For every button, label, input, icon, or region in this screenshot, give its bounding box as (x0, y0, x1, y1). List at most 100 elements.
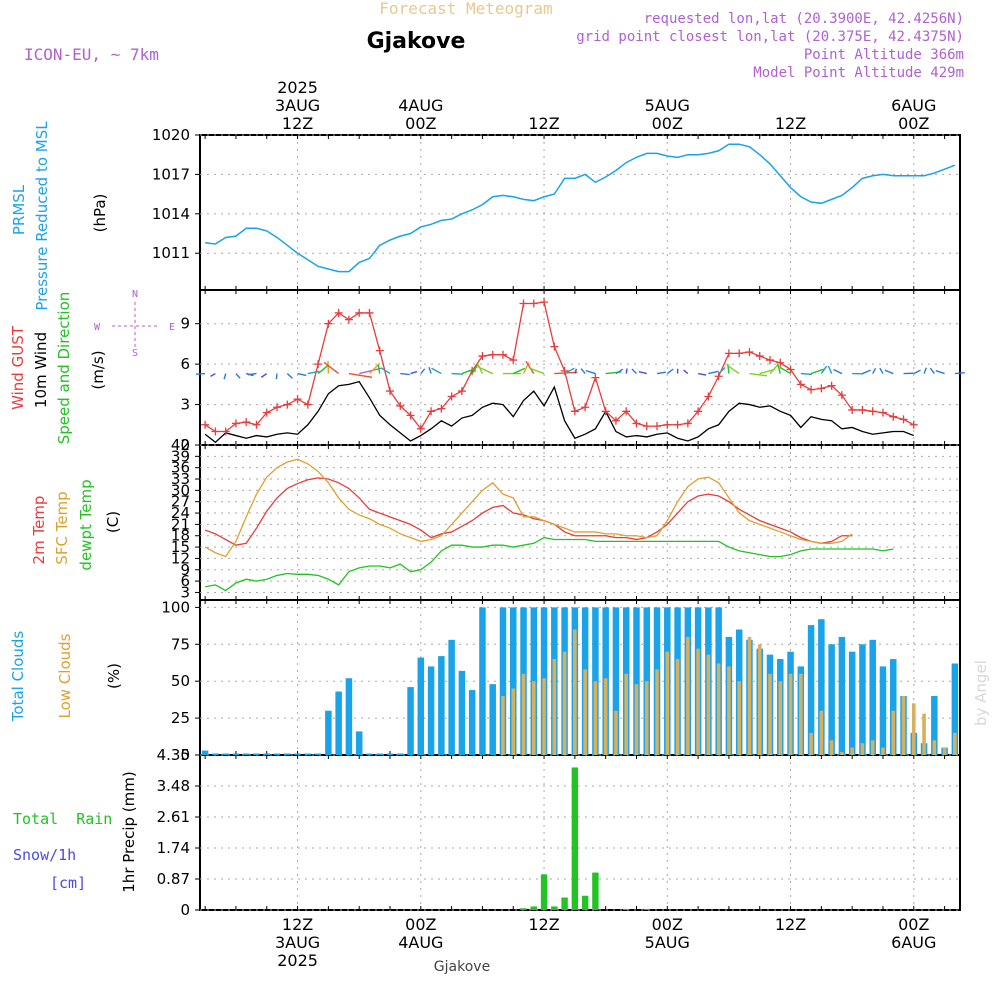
gust-marker (570, 407, 579, 416)
wind-direction-arrow (625, 368, 628, 374)
wind-unit: (m/s) (89, 350, 107, 389)
y-tick-label: 15 (171, 538, 190, 556)
low-cloud-bar (891, 710, 896, 755)
wind-direction-arrow (638, 370, 647, 375)
total-cloud-bar (818, 619, 825, 755)
compass-w: W (94, 322, 101, 333)
top-time-label: 12Z (775, 114, 806, 133)
gust-marker (642, 422, 651, 431)
top-time-label: 4AUG (398, 96, 443, 115)
gust-marker (334, 308, 343, 317)
total-cloud-bar (869, 639, 876, 755)
total-cloud-bar (438, 656, 445, 755)
gust-marker (457, 387, 466, 396)
gust-marker (427, 407, 436, 416)
top-time-label: 12Z (282, 114, 313, 133)
gust-marker (386, 387, 394, 396)
wind-direction-arrow (195, 372, 206, 375)
y-tick-label: 1.74 (157, 839, 190, 857)
gust-marker (868, 407, 877, 416)
wind-direction-arrow (779, 366, 791, 375)
wind-direction-arrow (820, 365, 828, 374)
model-altitude: Model Point Altitude 429m (753, 65, 964, 81)
wind-direction-arrow (564, 367, 575, 375)
wind-direction-arrow (528, 367, 545, 375)
total-cloud-bar (499, 607, 507, 755)
y-tick-label: 33 (171, 470, 190, 488)
total-cloud-bar (807, 625, 815, 755)
y-tick-label: 27 (171, 493, 190, 511)
gust-marker (231, 419, 240, 428)
y-tick-label: 50 (171, 672, 190, 690)
gust-marker (899, 415, 908, 424)
low-cloud-bar (881, 747, 885, 755)
y-tick-label: 12 (171, 549, 190, 567)
low-cloud-bar (593, 681, 598, 755)
wind-direction-arrow (884, 369, 894, 375)
wind-label: 10m Wind (32, 332, 50, 408)
low-cloud-bar (716, 663, 721, 755)
msl-label: Pressure Reduced to MSL (33, 121, 51, 311)
rain-bar (561, 897, 568, 910)
y-tick-label: 36 (171, 459, 190, 477)
wind-direction-arrow (410, 370, 418, 375)
low-cloud-bar (829, 740, 834, 755)
gust-marker (622, 407, 631, 416)
total-cloud-bar (325, 710, 332, 755)
gust-marker (848, 405, 857, 414)
total-cloud-bar (386, 753, 394, 755)
cloud-panel-labels: Total Clouds Low Clouds (%) (9, 631, 123, 723)
wind-direction-arrow (749, 372, 768, 377)
total-cloud-bar (397, 753, 404, 755)
top-time-label: 3AUG (275, 96, 320, 115)
gust-marker (714, 372, 723, 381)
total-cloud-bar (468, 690, 476, 755)
gust-marker (694, 407, 703, 416)
gust-marker (406, 411, 415, 420)
low-cloud-bar (911, 703, 916, 755)
prmsl-label: PRMSL (10, 184, 28, 235)
rain-bar (571, 767, 579, 910)
low-cloud-bar (840, 752, 844, 755)
total-cloud-bar (828, 644, 835, 755)
precip-axis-label: 1hr Precip (mm) (120, 771, 138, 892)
bottom-time-label: 2025 (277, 951, 318, 970)
low-cloud-bar (870, 740, 875, 755)
total-cloud-bar (889, 659, 897, 755)
low-cloud-bar (737, 681, 741, 755)
low-cloud-bar (809, 732, 813, 755)
low-cloud-bar (634, 684, 639, 755)
t2m-label: 2m Temp (30, 496, 48, 565)
low-cloud-bar (531, 681, 536, 755)
gust-marker (478, 352, 487, 361)
dew-label: dewpt Temp (77, 479, 95, 570)
wind-direction-arrow (451, 372, 464, 375)
bottom-time-label: 6AUG (891, 933, 936, 952)
low-cloud-bar (552, 659, 557, 755)
gust-marker (201, 420, 210, 429)
wind-direction-arrow (879, 367, 884, 374)
bottom-time-label: 12Z (282, 915, 313, 934)
total-cloud-bar (376, 753, 383, 755)
panel-frame (199, 754, 961, 911)
gust-marker (252, 420, 261, 429)
low-cloud-bar (932, 740, 937, 755)
total-cloud-bar (232, 753, 240, 755)
precip-panel-labels: Total Rain Snow/1h [cm] 1hr Precip (mm) (13, 771, 138, 892)
gust-marker (807, 385, 816, 394)
total-cloud-bar (294, 753, 301, 755)
bottom-time-label: 12Z (528, 915, 559, 934)
wind-direction-arrow (428, 366, 432, 374)
gust-marker (653, 422, 662, 431)
wind-direction-arrow (431, 367, 442, 375)
gust-marker (704, 392, 713, 401)
compass-s: S (132, 348, 138, 359)
gust-marker (314, 360, 323, 369)
wind-direction-arrow (923, 367, 927, 374)
compass-e: E (169, 322, 175, 333)
low-cloud-bar (819, 710, 824, 755)
y-tick-label: 75 (171, 635, 190, 653)
gust-marker (324, 319, 333, 328)
wind-direction-arrow (574, 368, 578, 374)
